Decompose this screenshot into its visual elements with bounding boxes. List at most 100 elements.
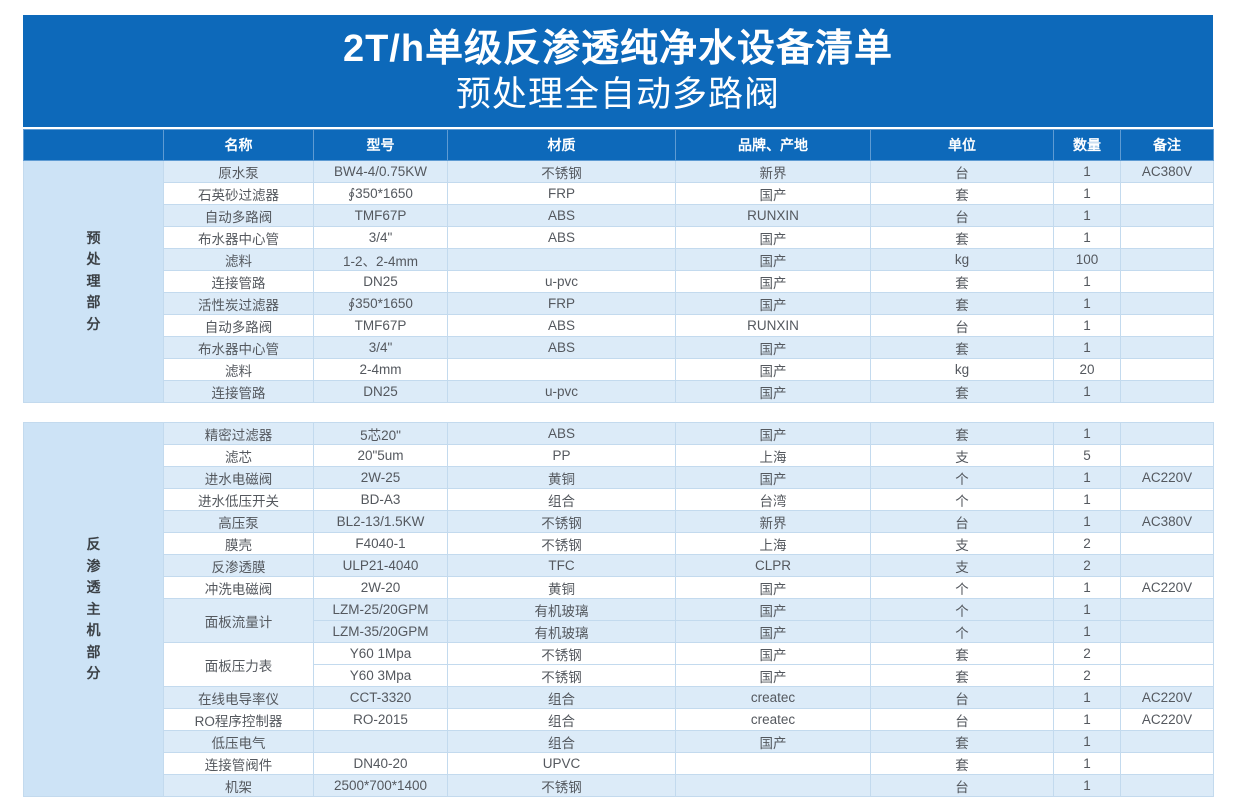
cell-qty: 1 xyxy=(1053,270,1121,293)
cell-material xyxy=(447,248,676,271)
cell-unit: 套 xyxy=(870,292,1054,315)
cell-material: 黄铜 xyxy=(447,576,676,599)
header-group xyxy=(23,129,164,161)
cell-name: 原水泵 xyxy=(163,160,314,183)
cell-note xyxy=(1120,532,1214,555)
cell-name: 低压电气 xyxy=(163,730,314,753)
cell-note xyxy=(1120,182,1214,205)
table-row: 布水器中心管 3/4" ABS 国产套 1 xyxy=(24,226,1214,249)
cell-material: ABS xyxy=(447,314,676,337)
cell-model: 1-2、2-4mm xyxy=(313,248,448,271)
cell-note: AC220V xyxy=(1120,686,1214,709)
cell-unit: 套 xyxy=(870,752,1054,775)
table-row: 面板压力表 Y60 1Mpa 不锈钢 国产套 2 xyxy=(24,642,1214,687)
cell-material: 组合 xyxy=(447,488,676,511)
cell-material: 不锈钢 xyxy=(447,160,676,183)
cell-qty: 2 xyxy=(1053,664,1121,687)
cell-name: 膜壳 xyxy=(163,532,314,555)
cell-brand xyxy=(675,752,871,775)
cell-model: 5芯20" xyxy=(313,422,448,445)
cell-brand: 国产 xyxy=(675,182,871,205)
cell-model: ULP21-4040 xyxy=(313,554,448,577)
cell-name: 机架 xyxy=(163,774,314,797)
cell-model: 2W-25 xyxy=(313,466,448,489)
cell-unit: 个 xyxy=(870,598,1054,621)
cell-name: 面板压力表 xyxy=(163,642,314,687)
cell-material: PP xyxy=(447,444,676,467)
table-row: 滤料 2-4mm 国产 kg 20 xyxy=(24,358,1214,381)
cell-qty: 1 xyxy=(1053,204,1121,227)
cell-brand: 台湾 xyxy=(675,488,871,511)
cell-note xyxy=(1120,642,1214,665)
cell-material: 不锈钢 xyxy=(447,664,676,687)
cell-qty: 1 xyxy=(1053,774,1121,797)
cell-brand: 国产 xyxy=(675,598,871,621)
cell-name: 精密过滤器 xyxy=(163,422,314,445)
table-row: 进水低压开关 BD-A3 组合 台湾个 1 xyxy=(24,488,1214,511)
cell-material: 不锈钢 xyxy=(447,532,676,555)
cell-brand: 国产 xyxy=(675,270,871,293)
cell-unit: 套 xyxy=(870,730,1054,753)
cell-model: F4040-1 xyxy=(313,532,448,555)
cell-unit: 套 xyxy=(870,182,1054,205)
cell-material: FRP xyxy=(447,182,676,205)
table-row: 低压电气 组合 国产套 1 xyxy=(24,730,1214,753)
cell-name: RO程序控制器 xyxy=(163,708,314,731)
cell-material: u-pvc xyxy=(447,380,676,403)
cell-unit: 台 xyxy=(870,708,1054,731)
table-row: 反渗透主机部分精密过滤器 5芯20" ABS 国产套 1 xyxy=(23,422,1214,797)
cell-unit: 套 xyxy=(870,642,1054,665)
header-material: 材质 xyxy=(447,129,676,161)
cell-name: 滤料 xyxy=(163,358,314,381)
header-qty: 数量 xyxy=(1053,129,1121,161)
table-row: 石英砂过滤器 ∮350*1650 FRP 国产套 1 xyxy=(24,182,1214,205)
cell-unit: 套 xyxy=(870,380,1054,403)
cell-unit: 套 xyxy=(870,270,1054,293)
cell-note: AC380V xyxy=(1120,510,1214,533)
table-row: 布水器中心管 3/4" ABS 国产套 1 xyxy=(24,336,1214,359)
section-spacer-row xyxy=(23,402,1214,423)
cell-unit: 个 xyxy=(870,620,1054,643)
cell-note xyxy=(1120,444,1214,467)
cell-brand: CLPR xyxy=(675,554,871,577)
table-row: 活性炭过滤器 ∮350*1650 FRP 国产套 1 xyxy=(24,292,1214,315)
cell-unit: 台 xyxy=(870,160,1054,183)
cell-model: ∮350*1650 xyxy=(313,292,448,315)
cell-brand: 新界 xyxy=(675,160,871,183)
table-row: 膜壳 F4040-1 不锈钢 上海支 2 xyxy=(24,532,1214,555)
cell-model: 2-4mm xyxy=(313,358,448,381)
cell-brand: createc xyxy=(675,686,871,709)
cell-model: DN40-20 xyxy=(313,752,448,775)
cell-name: 反渗透膜 xyxy=(163,554,314,577)
cell-model: DN25 xyxy=(313,270,448,293)
group-vertical-label: 反渗透主机部分 xyxy=(86,536,101,682)
header-model: 型号 xyxy=(313,129,448,161)
cell-material: 不锈钢 xyxy=(447,642,676,665)
cell-material: ABS xyxy=(447,226,676,249)
cell-brand: 国产 xyxy=(675,664,871,687)
cell-name: 布水器中心管 xyxy=(163,336,314,359)
table-row: 在线电导率仪 CCT-3320 组合 createc 台 1 AC220V xyxy=(24,686,1214,709)
cell-qty: 2 xyxy=(1053,642,1121,665)
table-row: 自动多路阀 TMF67P ABS RUNXIN 台 1 xyxy=(24,314,1214,337)
cell-unit: 个 xyxy=(870,576,1054,599)
section-spacer-cell xyxy=(23,402,1214,423)
cell-name: 活性炭过滤器 xyxy=(163,292,314,315)
cell-note xyxy=(1120,730,1214,753)
cell-model: ∮350*1650 xyxy=(313,182,448,205)
cell-model: LZM-25/20GPM xyxy=(313,598,448,621)
cell-name: 冲洗电磁阀 xyxy=(163,576,314,599)
cell-brand: createc xyxy=(675,708,871,731)
cell-note xyxy=(1120,488,1214,511)
cell-qty: 1 xyxy=(1053,510,1121,533)
cell-brand: 国产 xyxy=(675,292,871,315)
cell-name: 连接管路 xyxy=(163,380,314,403)
header-brand: 品牌、产地 xyxy=(675,129,871,161)
cell-qty: 5 xyxy=(1053,444,1121,467)
cell-unit: 台 xyxy=(870,204,1054,227)
cell-material: FRP xyxy=(447,292,676,315)
cell-unit: 支 xyxy=(870,532,1054,555)
cell-note: AC220V xyxy=(1120,708,1214,731)
cell-unit: 台 xyxy=(870,774,1054,797)
cell-model: BW4-4/0.75KW xyxy=(313,160,448,183)
